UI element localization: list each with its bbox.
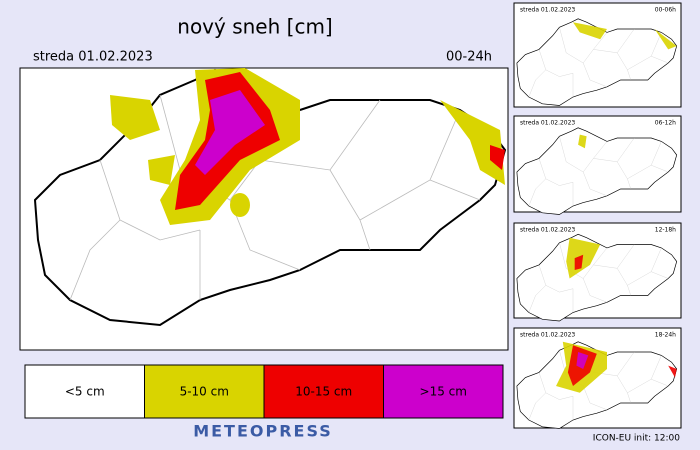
legend-label: 10-15 cm (295, 385, 352, 399)
legend-label: >15 cm (420, 385, 467, 399)
snow-5-10 (148, 155, 175, 185)
panel-date: streda 01.02.2023 (520, 7, 575, 14)
snow-area (654, 29, 677, 50)
panel-map (516, 18, 678, 106)
panel-date: streda 01.02.2023 (520, 227, 575, 234)
snow-5-10 (440, 100, 505, 185)
panel: streda 01.02.2023 06-12h (513, 115, 682, 215)
panel-period: 12-18h (655, 227, 676, 234)
legend: <5 cm 5-10 cm 10-15 cm >15 cm (24, 364, 504, 419)
snow-area (668, 365, 677, 378)
panel-period: 00-06h (655, 7, 676, 14)
snow-over-15 (195, 90, 265, 175)
snow-10-15 (490, 145, 505, 170)
legend-swatch (383, 364, 504, 419)
panel-period: 06-12h (655, 120, 676, 127)
snow-5-10 (110, 95, 160, 140)
panel-date: streda 01.02.2023 (520, 120, 575, 127)
period: 00-24h (446, 50, 492, 65)
panel: streda 01.02.2023 00-06h (513, 2, 682, 108)
panel-date: streda 01.02.2023 (520, 332, 575, 339)
legend-swatch (263, 364, 384, 419)
title: nový sneh [cm] (177, 15, 332, 39)
main-map (19, 67, 509, 351)
date: streda 01.02.2023 (33, 50, 153, 65)
snow-5-10 (230, 193, 250, 217)
legend-swatch (24, 364, 145, 419)
snow-area (574, 254, 584, 270)
snow-area (573, 22, 607, 40)
legend-label: 5-10 cm (180, 385, 229, 399)
panel: streda 01.02.2023 18-24h (513, 327, 682, 429)
brand: METEOPRESS (193, 422, 333, 441)
snow-area (578, 134, 587, 149)
panel-period: 18-24h (655, 332, 676, 339)
panel-map (516, 127, 678, 215)
legend-swatch (144, 364, 265, 419)
legend-label: <5 cm (65, 385, 105, 399)
panel-map (516, 341, 678, 429)
panel-map (516, 233, 678, 322)
snow-area (576, 352, 589, 369)
footer: ICON-EU init: 12:00 (593, 434, 680, 444)
panel: streda 01.02.2023 12-18h (513, 222, 682, 322)
